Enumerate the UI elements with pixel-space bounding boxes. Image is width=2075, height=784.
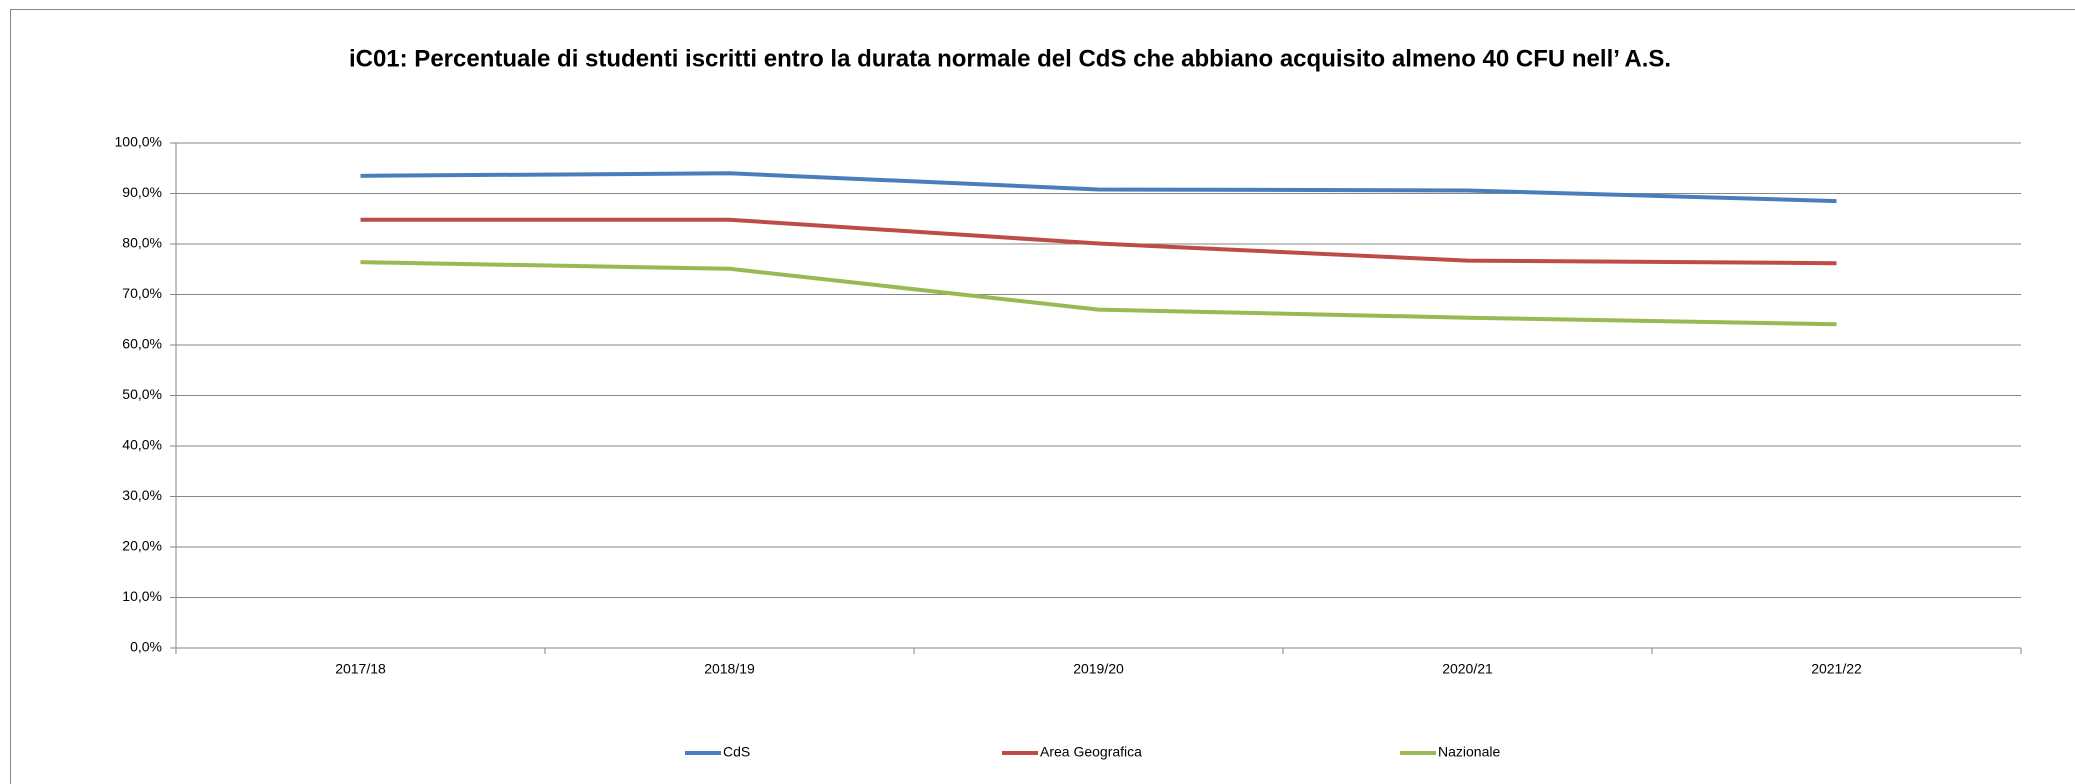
y-tick-label: 30,0% (122, 487, 162, 503)
chart-title: iC01: Percentuale di studenti iscritti e… (349, 45, 1671, 72)
x-tick-label: 2020/21 (1442, 661, 1493, 677)
chart-border (10, 9, 2075, 784)
series-line (360, 260, 1837, 327)
series-line (360, 217, 1837, 266)
y-tick-label: 90,0% (122, 184, 162, 200)
legend-label: Area Geografica (1040, 744, 1142, 760)
legend-label: CdS (723, 744, 750, 760)
x-tick-label: 2017/18 (335, 661, 386, 677)
y-tick-label: 20,0% (122, 538, 162, 554)
y-tick-label: 0,0% (130, 639, 162, 655)
x-tick-label: 2019/20 (1073, 661, 1124, 677)
x-tick-label: 2021/22 (1811, 661, 1862, 677)
y-tick-label: 50,0% (122, 386, 162, 402)
legend-label: Nazionale (1438, 744, 1500, 760)
y-tick-label: 100,0% (115, 134, 162, 150)
y-tick-label: 60,0% (122, 336, 162, 352)
y-tick-label: 70,0% (122, 285, 162, 301)
y-tick-label: 80,0% (122, 235, 162, 251)
y-tick-label: 10,0% (122, 588, 162, 604)
series-line (360, 171, 1837, 204)
y-tick-label: 40,0% (122, 437, 162, 453)
x-tick-label: 2018/19 (704, 661, 755, 677)
